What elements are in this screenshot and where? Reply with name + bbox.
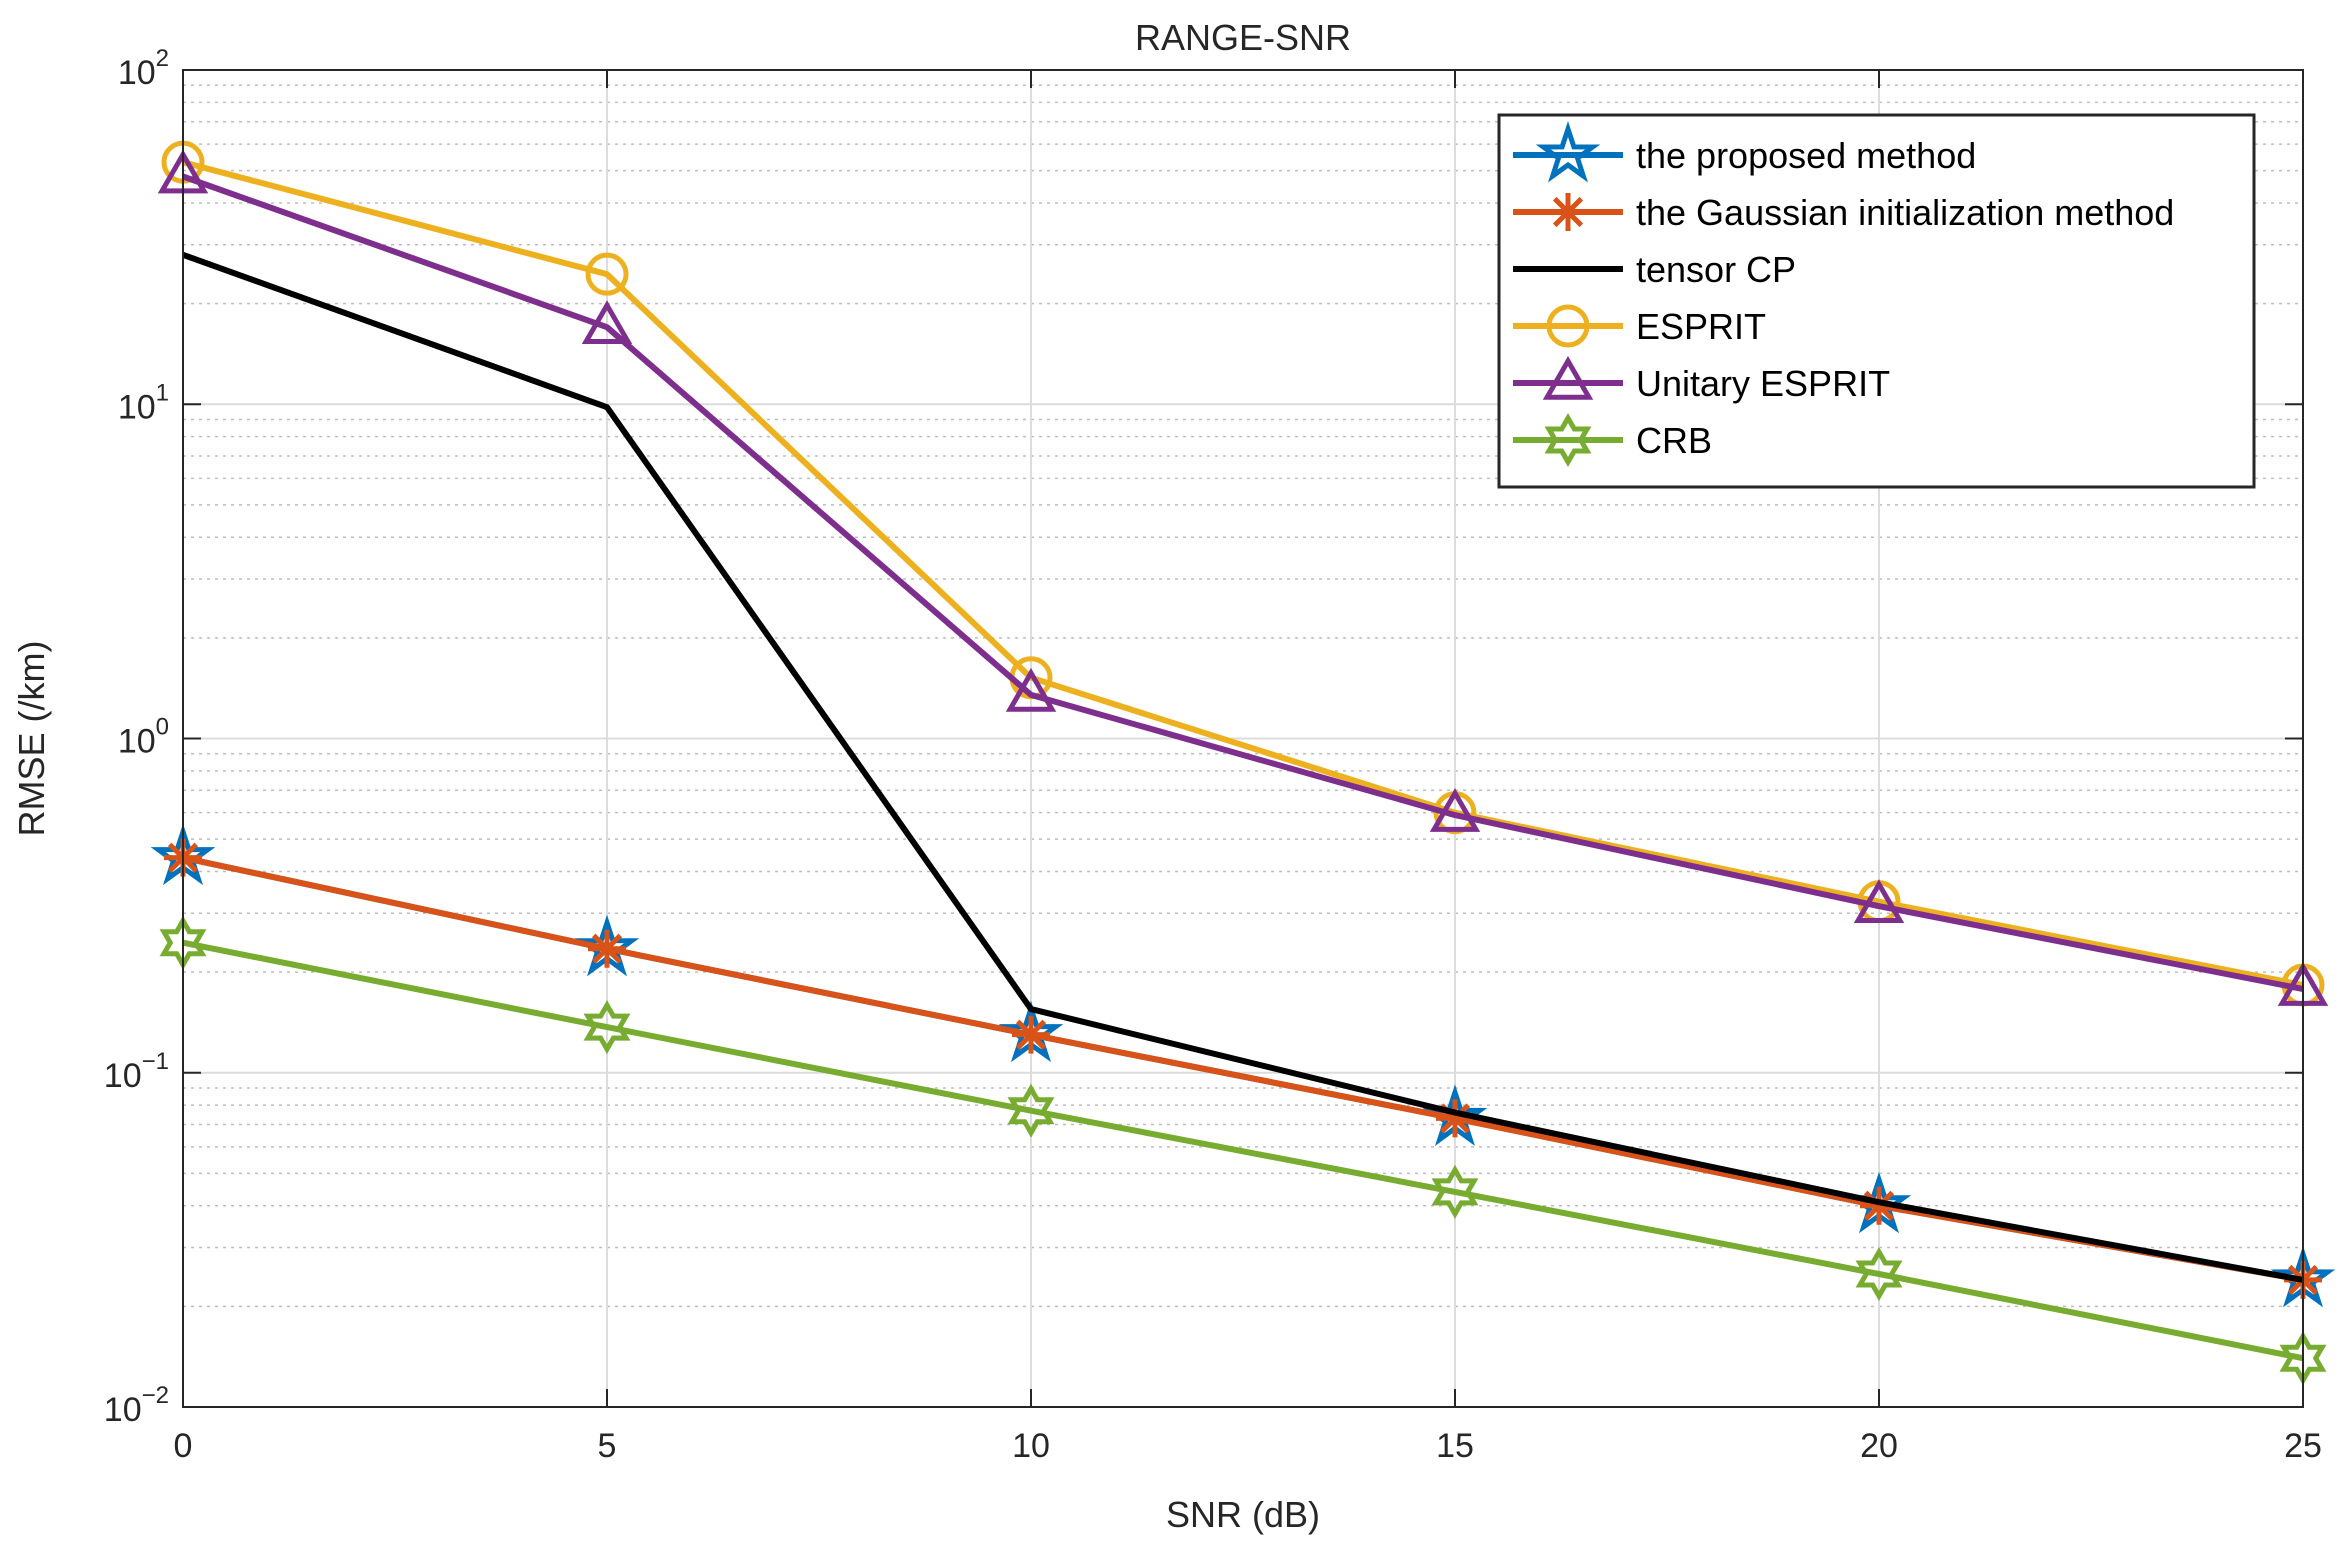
series-line-unitary-esprit [181, 173, 2304, 992]
data-point-the-gaussian-initialization-method [588, 929, 626, 968]
data-point-unitary-esprit [1005, 667, 1057, 712]
y-tick-label: 102 [118, 45, 169, 92]
legend-label: the proposed method [1636, 135, 1976, 176]
legend-label: the Gaussian initialization method [1636, 192, 2174, 233]
legend-marker [1546, 304, 1590, 348]
legend-marker [1535, 121, 1601, 183]
data-point-esprit [585, 252, 629, 296]
y-tick-label: 101 [118, 379, 169, 426]
series-crb [159, 915, 2327, 1386]
legend: the proposed method the Gaussian initiali… [1497, 113, 2256, 489]
ticks [182, 69, 2304, 1408]
data-point-crb [1431, 1164, 1479, 1219]
chart-title: RANGE-SNR [1135, 17, 1351, 58]
data-point-unitary-esprit [581, 300, 633, 345]
legend-label: tensor CP [1636, 249, 1796, 290]
series-line-crb [182, 939, 2304, 1362]
x-tick-label: 15 [1436, 1427, 1474, 1465]
x-tick-label: 10 [1012, 1427, 1050, 1465]
data-point-unitary-esprit [1853, 879, 1905, 923]
series-line-tensor-cp [181, 251, 2304, 1283]
legend-item: the Gaussian initialization method [1513, 192, 2174, 233]
data-point-crb [1855, 1246, 1903, 1302]
legend-item: tensor CP [1513, 249, 1796, 290]
legend-marker [1544, 412, 1592, 468]
legend-label: ESPRIT [1636, 306, 1766, 347]
x-axis-label: SNR (dB) [1166, 1494, 1320, 1535]
tick-labels: 0 5 10 15 20 25 10−2 10−1 100 101 102 [104, 45, 2322, 1465]
y-tick-label: 10−2 [104, 1382, 169, 1429]
series-line-esprit [182, 159, 2304, 988]
legend-marker [1542, 355, 1594, 400]
legend-item: ESPRIT [1513, 304, 1766, 348]
legend-item: Unitary ESPRIT [1513, 355, 1890, 404]
legend-label: Unitary ESPRIT [1636, 363, 1890, 404]
legend-item: CRB [1513, 412, 1712, 468]
x-tick-label: 20 [1860, 1427, 1898, 1465]
data-point-unitary-esprit [1429, 788, 1481, 832]
data-point-the-gaussian-initialization-method [1436, 1099, 1474, 1138]
y-axis-label: RMSE (/km) [11, 641, 52, 837]
y-tick-label: 100 [118, 714, 169, 761]
legend-label: CRB [1636, 420, 1712, 461]
data-point-crb [1007, 1083, 1055, 1138]
y-tick-label: 10−1 [104, 1048, 169, 1095]
data-point-the-gaussian-initialization-method [1012, 1015, 1050, 1054]
legend-marker [1549, 193, 1587, 231]
data-point-crb [583, 1000, 631, 1055]
legend-box [1497, 113, 2256, 489]
x-tick-label: 5 [598, 1427, 617, 1465]
x-tick-label: 25 [2284, 1427, 2322, 1465]
legend-item: the proposed method [1513, 121, 1976, 183]
x-tick-label: 0 [174, 1427, 193, 1465]
series-tensor-cp [181, 251, 2304, 1283]
data-point-the-gaussian-initialization-method [1860, 1186, 1898, 1225]
